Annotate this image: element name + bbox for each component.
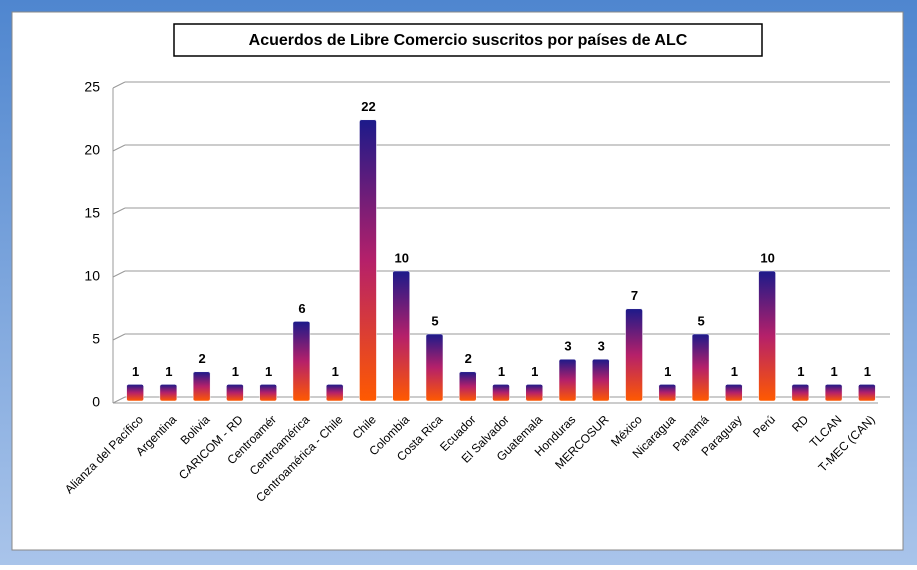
bar	[824, 384, 843, 402]
grid-line-depth	[112, 144, 126, 152]
panel	[11, 11, 904, 551]
bar	[725, 384, 743, 402]
chart-title: Acuerdos de Libre Comercio suscritos por…	[249, 32, 688, 49]
data-label: 1	[232, 364, 239, 379]
bar	[392, 270, 410, 402]
bar	[425, 333, 444, 402]
title-box	[173, 23, 763, 57]
bar	[592, 358, 610, 402]
data-label: 1	[498, 364, 505, 379]
bar	[525, 384, 544, 402]
data-label: 7	[631, 288, 638, 303]
data-label: 10	[394, 250, 408, 265]
bar	[159, 384, 178, 402]
data-label: 3	[564, 339, 571, 354]
grid-line-depth	[112, 207, 126, 215]
y-tick-label: 25	[84, 79, 100, 95]
bar	[858, 384, 876, 402]
bar	[126, 384, 144, 402]
bar	[325, 384, 344, 402]
grid-line-depth	[112, 81, 126, 89]
grid-line-depth	[112, 270, 126, 278]
data-label: 1	[731, 364, 738, 379]
data-label: 1	[797, 364, 804, 379]
data-label: 22	[361, 99, 375, 114]
data-label: 10	[760, 250, 774, 265]
data-label: 6	[298, 301, 305, 316]
data-label: 2	[199, 351, 206, 366]
data-label: 3	[598, 339, 605, 354]
bar	[658, 384, 677, 402]
data-label: 1	[165, 364, 172, 379]
bar	[292, 321, 311, 402]
y-tick-label: 0	[92, 394, 100, 410]
data-label: 1	[132, 364, 139, 379]
data-label: 1	[830, 364, 837, 379]
y-tick-label: 20	[84, 142, 100, 158]
data-label: 2	[465, 351, 472, 366]
bar	[758, 270, 776, 402]
data-label: 1	[531, 364, 538, 379]
data-label: 5	[697, 313, 704, 328]
y-tick-label: 15	[84, 205, 100, 221]
bar	[192, 371, 211, 402]
data-label: 5	[431, 313, 438, 328]
data-label: 1	[864, 364, 871, 379]
data-label: 1	[664, 364, 671, 379]
data-label: 1	[332, 364, 339, 379]
y-tick-label: 10	[84, 268, 100, 284]
bar	[458, 371, 477, 402]
bar	[492, 384, 510, 402]
data-label: 1	[265, 364, 272, 379]
bar	[359, 119, 377, 402]
bar	[226, 384, 244, 402]
bar	[558, 358, 577, 402]
bar	[791, 384, 810, 402]
bar	[625, 308, 643, 402]
grid-line-depth	[112, 333, 126, 341]
bar	[691, 333, 710, 402]
bar	[259, 384, 277, 402]
y-tick-label: 5	[92, 331, 100, 347]
grid-line-depth	[112, 396, 126, 404]
